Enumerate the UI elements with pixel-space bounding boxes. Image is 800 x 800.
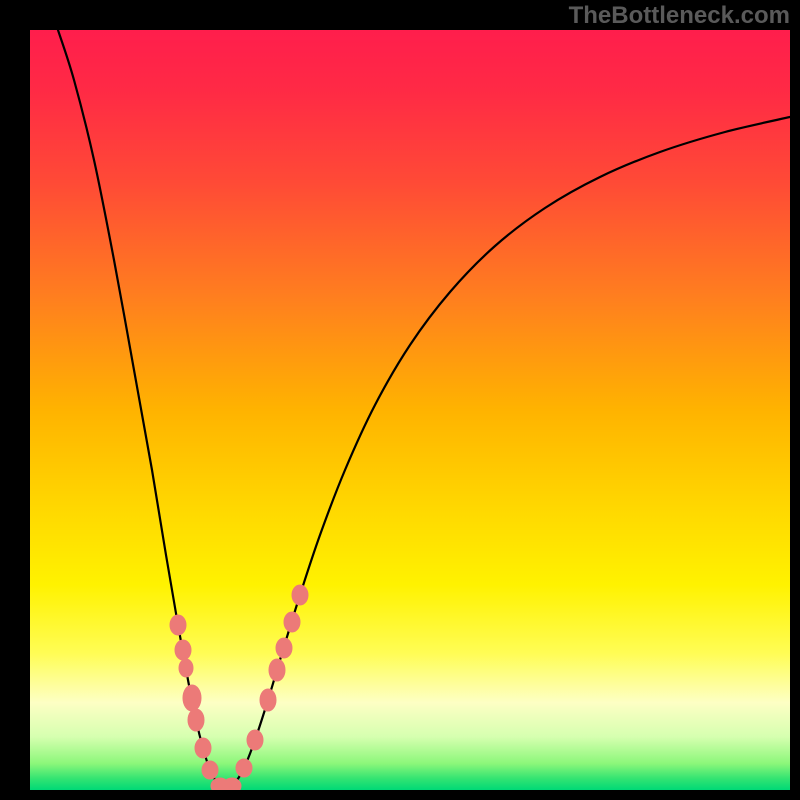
data-marker	[247, 730, 263, 750]
data-marker	[223, 778, 241, 790]
bottleneck-curve-path	[58, 30, 790, 790]
data-marker	[292, 585, 308, 605]
plot-area	[30, 30, 790, 790]
data-marker	[188, 709, 204, 731]
data-marker	[179, 659, 193, 677]
data-marker	[284, 612, 300, 632]
data-marker	[175, 640, 191, 660]
data-marker	[236, 759, 252, 777]
chart-root: TheBottleneck.com	[0, 0, 800, 800]
watermark-text: TheBottleneck.com	[569, 2, 790, 30]
data-marker	[276, 638, 292, 658]
data-marker	[170, 615, 186, 635]
data-marker	[195, 738, 211, 758]
data-marker	[260, 689, 276, 711]
data-marker	[269, 659, 285, 681]
bottleneck-curve	[30, 30, 790, 790]
data-marker	[183, 685, 201, 711]
data-marker	[202, 761, 218, 779]
